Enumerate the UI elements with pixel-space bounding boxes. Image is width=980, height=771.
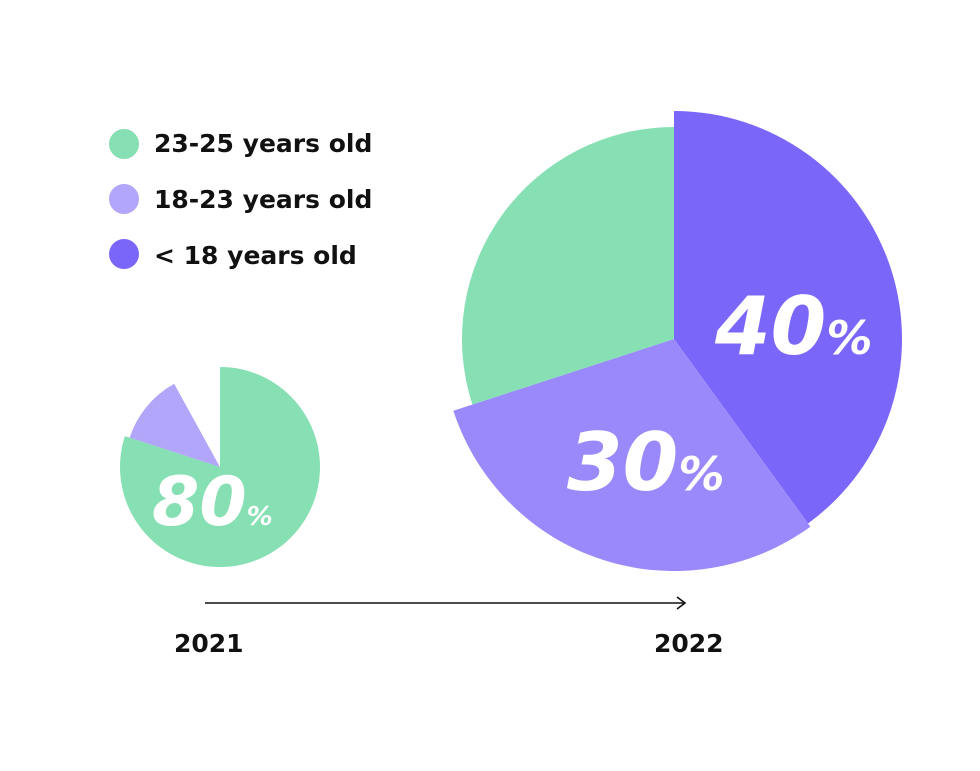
data-label-2022-under-18: 40% <box>714 280 872 373</box>
data-label-2021-23-25: 80% <box>152 463 273 542</box>
pie-slice-2021-23-25-years-old <box>119 367 320 567</box>
legend-label-23-25: 23-25 years old <box>154 129 372 158</box>
data-label-value: 80 <box>152 463 247 542</box>
timeline-arrow <box>205 596 687 610</box>
pie-slice-2022-under-18-years-old <box>674 111 903 524</box>
pie-slice-2021-18-23-years-old <box>129 383 220 467</box>
legend: 23-25 years old 18-23 years old < 18 yea… <box>109 129 372 270</box>
data-label-unit: % <box>678 447 724 501</box>
data-label-unit: % <box>247 502 273 532</box>
data-label-unit: % <box>826 311 872 365</box>
pie-chart-2021 <box>119 367 320 567</box>
legend-swatch-23-25 <box>109 129 139 159</box>
pie-slice-2022-23-25-years-old <box>462 127 674 405</box>
year-label-2022: 2022 <box>654 629 724 658</box>
pie-slice-2022-18-23-years-old <box>453 339 811 572</box>
legend-label-under-18: < 18 years old <box>154 241 357 270</box>
pie-chart-2022 <box>453 111 903 572</box>
data-label-value: 30 <box>567 416 678 509</box>
year-label-2021: 2021 <box>174 629 244 658</box>
legend-swatch-18-23 <box>109 184 139 214</box>
pie-slice-2021-under-18-years-old <box>171 367 220 467</box>
data-label-value: 40 <box>714 280 826 373</box>
legend-swatch-under-18 <box>109 239 139 269</box>
data-label-2022-18-23: 30% <box>567 416 724 509</box>
legend-label-18-23: 18-23 years old <box>154 185 372 214</box>
